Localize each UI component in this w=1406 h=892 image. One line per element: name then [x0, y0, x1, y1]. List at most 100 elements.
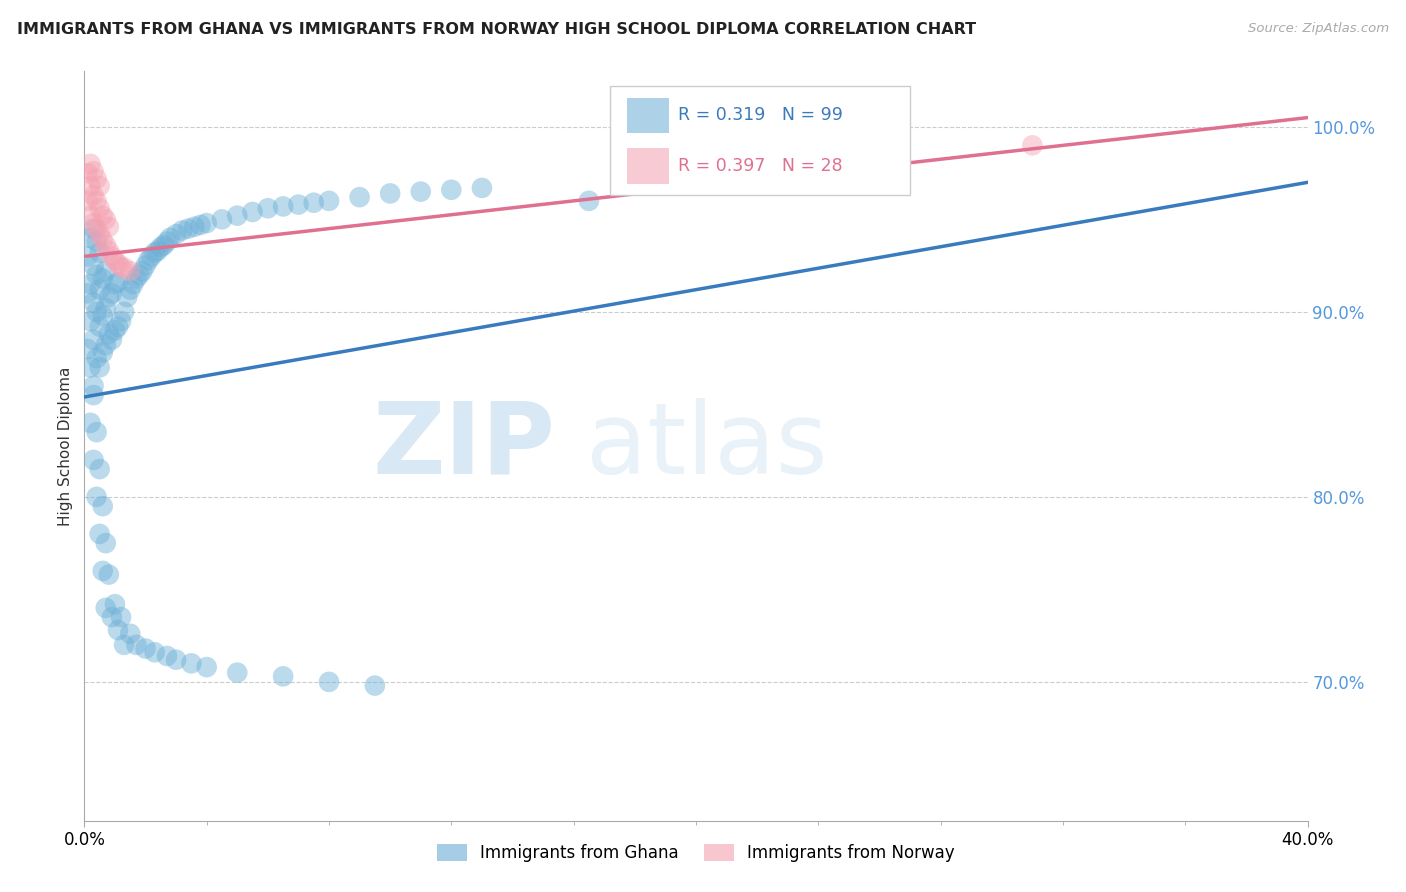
- Point: [89, 462, 111, 476]
- Point: [76, 194, 98, 208]
- Point: [471, 181, 494, 195]
- FancyBboxPatch shape: [627, 148, 669, 184]
- Point: [110, 314, 132, 328]
- Point: [110, 610, 132, 624]
- Point: [86, 171, 108, 186]
- Point: [94, 600, 117, 615]
- Point: [180, 657, 202, 671]
- Point: [101, 249, 124, 263]
- Point: [177, 221, 200, 235]
- Point: [86, 425, 108, 439]
- Point: [83, 295, 105, 310]
- Point: [89, 319, 111, 334]
- Point: [97, 567, 120, 582]
- Point: [89, 245, 111, 260]
- Point: [104, 597, 127, 611]
- Point: [83, 379, 105, 393]
- Point: [83, 333, 105, 347]
- Point: [94, 338, 117, 352]
- Point: [165, 227, 187, 242]
- Point: [146, 244, 169, 258]
- Point: [79, 360, 101, 375]
- Point: [86, 235, 108, 249]
- Point: [190, 218, 212, 232]
- Point: [149, 240, 172, 254]
- Point: [91, 309, 114, 323]
- Point: [86, 305, 108, 319]
- Point: [94, 301, 117, 315]
- Point: [86, 268, 108, 282]
- Point: [107, 275, 129, 289]
- Legend: Immigrants from Ghana, Immigrants from Norway: Immigrants from Ghana, Immigrants from N…: [430, 837, 962, 869]
- Point: [107, 623, 129, 637]
- Text: R = 0.397   N = 28: R = 0.397 N = 28: [678, 157, 842, 175]
- Point: [76, 249, 98, 263]
- Point: [578, 194, 600, 208]
- Text: R = 0.319   N = 99: R = 0.319 N = 99: [678, 106, 842, 124]
- Point: [172, 223, 194, 237]
- Point: [120, 627, 142, 641]
- Point: [138, 253, 160, 268]
- Point: [271, 199, 294, 213]
- Point: [153, 238, 176, 252]
- Point: [83, 221, 105, 235]
- Point: [86, 221, 108, 235]
- Point: [89, 360, 111, 375]
- Point: [91, 233, 114, 247]
- Point: [287, 197, 309, 211]
- Point: [101, 610, 124, 624]
- Text: ZIP: ZIP: [373, 398, 555, 494]
- Text: Source: ZipAtlas.com: Source: ZipAtlas.com: [1249, 22, 1389, 36]
- Point: [125, 638, 148, 652]
- Point: [143, 645, 166, 659]
- Point: [89, 201, 111, 215]
- Point: [83, 388, 105, 402]
- Point: [91, 345, 114, 359]
- Point: [83, 453, 105, 467]
- Point: [107, 257, 129, 271]
- Point: [409, 185, 432, 199]
- Point: [97, 219, 120, 234]
- Point: [97, 290, 120, 304]
- Point: [242, 205, 264, 219]
- Point: [318, 194, 340, 208]
- Point: [1021, 138, 1043, 153]
- Point: [89, 227, 111, 242]
- Point: [104, 323, 127, 337]
- Point: [76, 286, 98, 301]
- Point: [94, 264, 117, 278]
- Point: [156, 648, 179, 663]
- Point: [91, 209, 114, 223]
- Point: [76, 342, 98, 356]
- Point: [107, 319, 129, 334]
- Point: [120, 264, 142, 278]
- Point: [349, 190, 371, 204]
- FancyBboxPatch shape: [610, 87, 910, 195]
- Point: [91, 271, 114, 285]
- Point: [112, 305, 135, 319]
- Point: [83, 216, 105, 230]
- Point: [380, 186, 402, 201]
- Point: [79, 157, 101, 171]
- Text: atlas: atlas: [586, 398, 828, 494]
- Point: [79, 416, 101, 430]
- Point: [86, 351, 108, 365]
- Point: [79, 231, 101, 245]
- Point: [79, 179, 101, 194]
- Point: [89, 179, 111, 194]
- Point: [101, 333, 124, 347]
- Point: [115, 290, 138, 304]
- Point: [143, 245, 166, 260]
- Point: [141, 249, 163, 263]
- Point: [159, 231, 181, 245]
- Point: [79, 314, 101, 328]
- Point: [94, 212, 117, 227]
- Point: [156, 235, 179, 249]
- Point: [195, 660, 218, 674]
- Point: [97, 327, 120, 342]
- Point: [112, 638, 135, 652]
- Point: [195, 216, 218, 230]
- Point: [128, 268, 150, 282]
- Point: [271, 669, 294, 683]
- Point: [104, 277, 127, 292]
